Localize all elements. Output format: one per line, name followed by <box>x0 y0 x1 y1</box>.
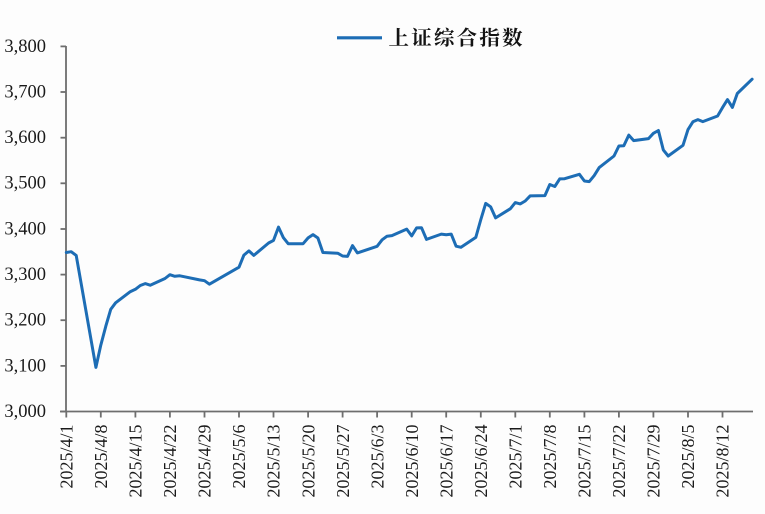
svg-text:2025/6/10: 2025/6/10 <box>402 425 422 498</box>
svg-text:3,000: 3,000 <box>4 402 46 422</box>
svg-text:3,400: 3,400 <box>4 219 46 239</box>
svg-text:2025/6/17: 2025/6/17 <box>436 425 456 498</box>
svg-text:2025/8/5: 2025/8/5 <box>678 425 698 489</box>
svg-text:2025/7/15: 2025/7/15 <box>575 425 595 498</box>
svg-text:2025/4/15: 2025/4/15 <box>126 425 146 498</box>
svg-text:3,700: 3,700 <box>4 82 46 102</box>
svg-text:2025/8/12: 2025/8/12 <box>713 425 733 498</box>
svg-text:2025/7/22: 2025/7/22 <box>609 425 629 498</box>
svg-text:3,800: 3,800 <box>4 37 46 57</box>
svg-text:2025/4/22: 2025/4/22 <box>160 425 180 498</box>
svg-text:3,100: 3,100 <box>4 356 46 376</box>
svg-text:3,200: 3,200 <box>4 311 46 331</box>
svg-text:2025/4/1: 2025/4/1 <box>57 425 77 489</box>
svg-text:2025/6/24: 2025/6/24 <box>471 425 491 498</box>
svg-text:3,600: 3,600 <box>4 128 46 148</box>
svg-text:2025/7/29: 2025/7/29 <box>644 425 664 498</box>
svg-text:2025/4/29: 2025/4/29 <box>195 425 215 498</box>
svg-text:3,300: 3,300 <box>4 265 46 285</box>
svg-text:2025/5/13: 2025/5/13 <box>264 425 284 498</box>
svg-text:2025/5/6: 2025/5/6 <box>229 425 249 489</box>
svg-text:2025/7/8: 2025/7/8 <box>540 425 560 489</box>
svg-text:2025/5/27: 2025/5/27 <box>333 425 353 498</box>
svg-text:2025/6/3: 2025/6/3 <box>367 425 387 489</box>
svg-text:2025/4/8: 2025/4/8 <box>91 425 111 489</box>
svg-text:2025/5/20: 2025/5/20 <box>298 425 318 498</box>
svg-text:2025/7/1: 2025/7/1 <box>506 425 526 489</box>
svg-text:3,500: 3,500 <box>4 174 46 194</box>
